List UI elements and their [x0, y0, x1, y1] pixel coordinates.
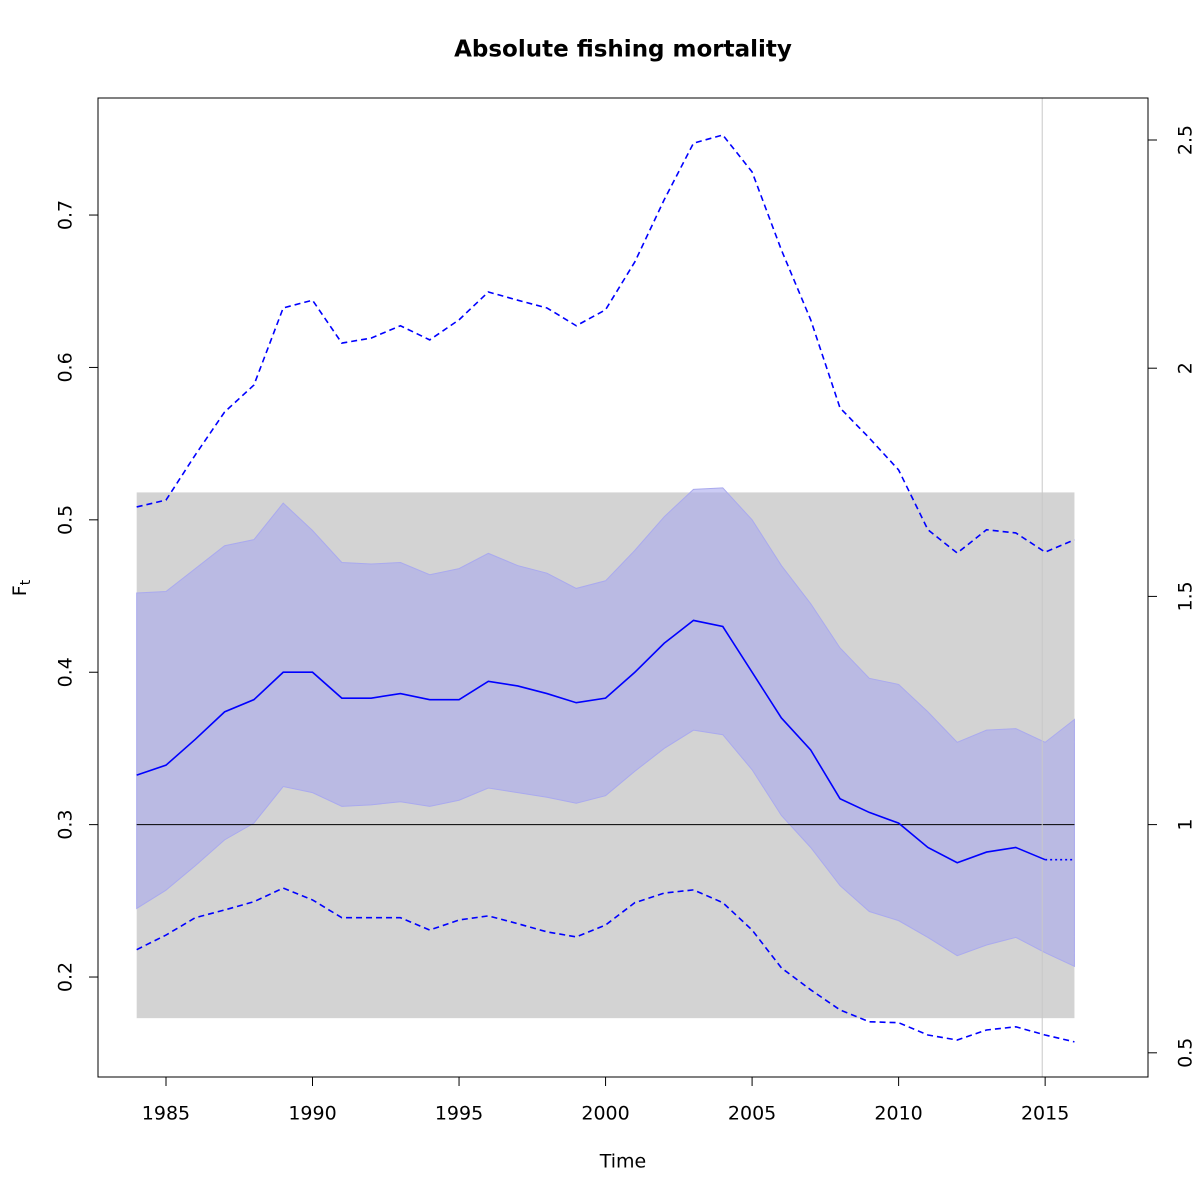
y-tick-label: 0.5 — [55, 505, 77, 535]
y-tick-label: 0.4 — [55, 657, 77, 687]
x-tick-label: 2015 — [1021, 1103, 1069, 1125]
x-tick-label: 1985 — [142, 1103, 190, 1125]
chart-title: Absolute fishing mortality — [454, 37, 792, 63]
y2-tick-label: 2 — [1175, 362, 1197, 374]
y-tick-label: 0.2 — [55, 962, 77, 992]
y-tick-label: 0.3 — [55, 810, 77, 840]
confidence-band — [136, 487, 1075, 968]
plot-frame — [97, 97, 1149, 1078]
x-tick-label: 1990 — [288, 1103, 336, 1125]
y-axis-label: Ft — [9, 579, 35, 596]
y2-tick-label: 1 — [1175, 819, 1197, 831]
y2-tick-label: 2.5 — [1175, 125, 1197, 155]
y2-tick-label: 0.5 — [1175, 1038, 1197, 1068]
line-series — [136, 134, 1075, 555]
line-series — [136, 887, 1075, 1043]
y2-tick-label: 1.5 — [1175, 581, 1197, 611]
y-tick-label: 0.7 — [55, 200, 77, 230]
y-axis-label-sub: t — [18, 579, 34, 585]
x-tick-label: 2000 — [581, 1103, 629, 1125]
x-axis-label: Time — [599, 1151, 647, 1173]
y-tick-label: 0.6 — [55, 352, 77, 382]
x-tick-label: 1995 — [435, 1103, 483, 1125]
x-tick-label: 2010 — [874, 1103, 922, 1125]
y-axis-label-main: F — [9, 585, 31, 596]
x-tick-label: 2005 — [728, 1103, 776, 1125]
line-series — [136, 619, 1046, 864]
